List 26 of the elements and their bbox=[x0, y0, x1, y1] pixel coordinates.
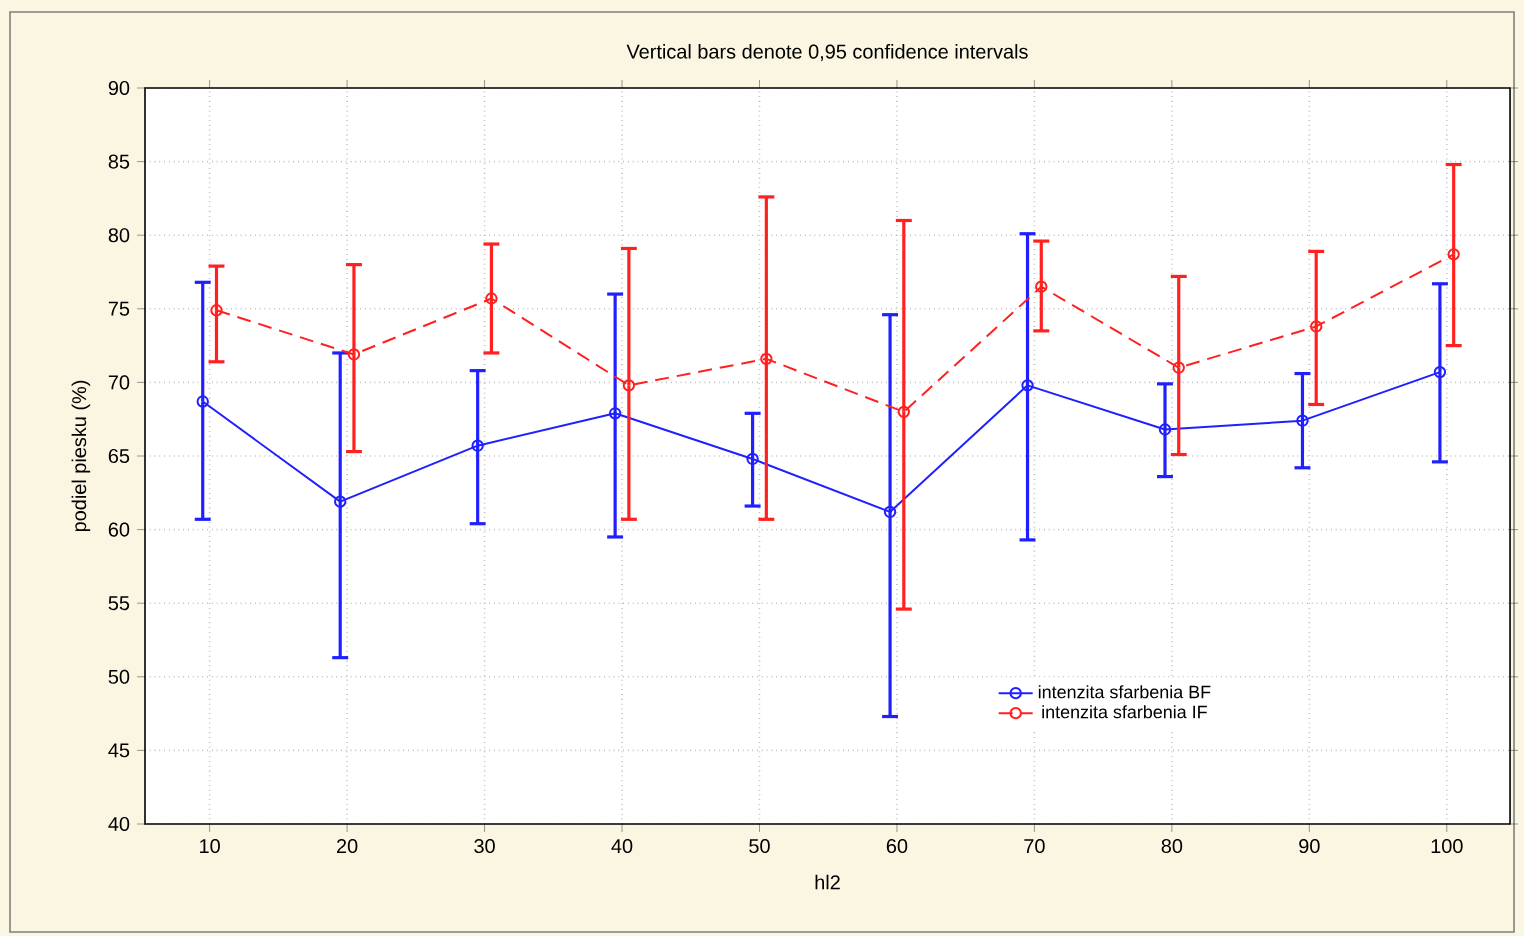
y-tick-label: 50 bbox=[108, 669, 130, 684]
y-tick-label: 40 bbox=[108, 816, 130, 832]
x-tick-label: 50 bbox=[749, 839, 770, 854]
y-tick-label: 65 bbox=[108, 448, 130, 464]
chart-title: Vertical bars denote 0,95 confidence intervals bbox=[626, 44, 1028, 62]
x-tick-label: 70 bbox=[1024, 839, 1045, 854]
x-tick-label: 100 bbox=[1431, 839, 1463, 854]
y-tick-label: 90 bbox=[108, 80, 130, 96]
x-tick-label: 30 bbox=[474, 839, 495, 854]
y-tick-label: 60 bbox=[108, 522, 130, 537]
legend-label: intenzita sfarbenia BF bbox=[1038, 685, 1211, 699]
x-tick-label: 80 bbox=[1161, 839, 1183, 854]
y-tick-label: 55 bbox=[108, 596, 130, 611]
x-tick-label: 10 bbox=[200, 839, 220, 854]
y-tick-label: 75 bbox=[108, 301, 130, 316]
x-tick-label: 60 bbox=[886, 839, 908, 854]
x-tick-label: 90 bbox=[1299, 839, 1320, 854]
y-tick-label: 45 bbox=[108, 743, 130, 758]
legend-label: intenzita sfarbenia IF bbox=[1042, 705, 1207, 719]
x-tick-label: 40 bbox=[611, 839, 633, 854]
y-axis-title: podiel piesku (%) bbox=[71, 380, 91, 532]
y-tick-label: 85 bbox=[108, 154, 130, 169]
x-axis-title: hl2 bbox=[815, 874, 840, 890]
x-tick-label: 20 bbox=[336, 839, 358, 854]
y-tick-label: 80 bbox=[108, 228, 130, 243]
y-tick-label: 70 bbox=[108, 375, 130, 390]
